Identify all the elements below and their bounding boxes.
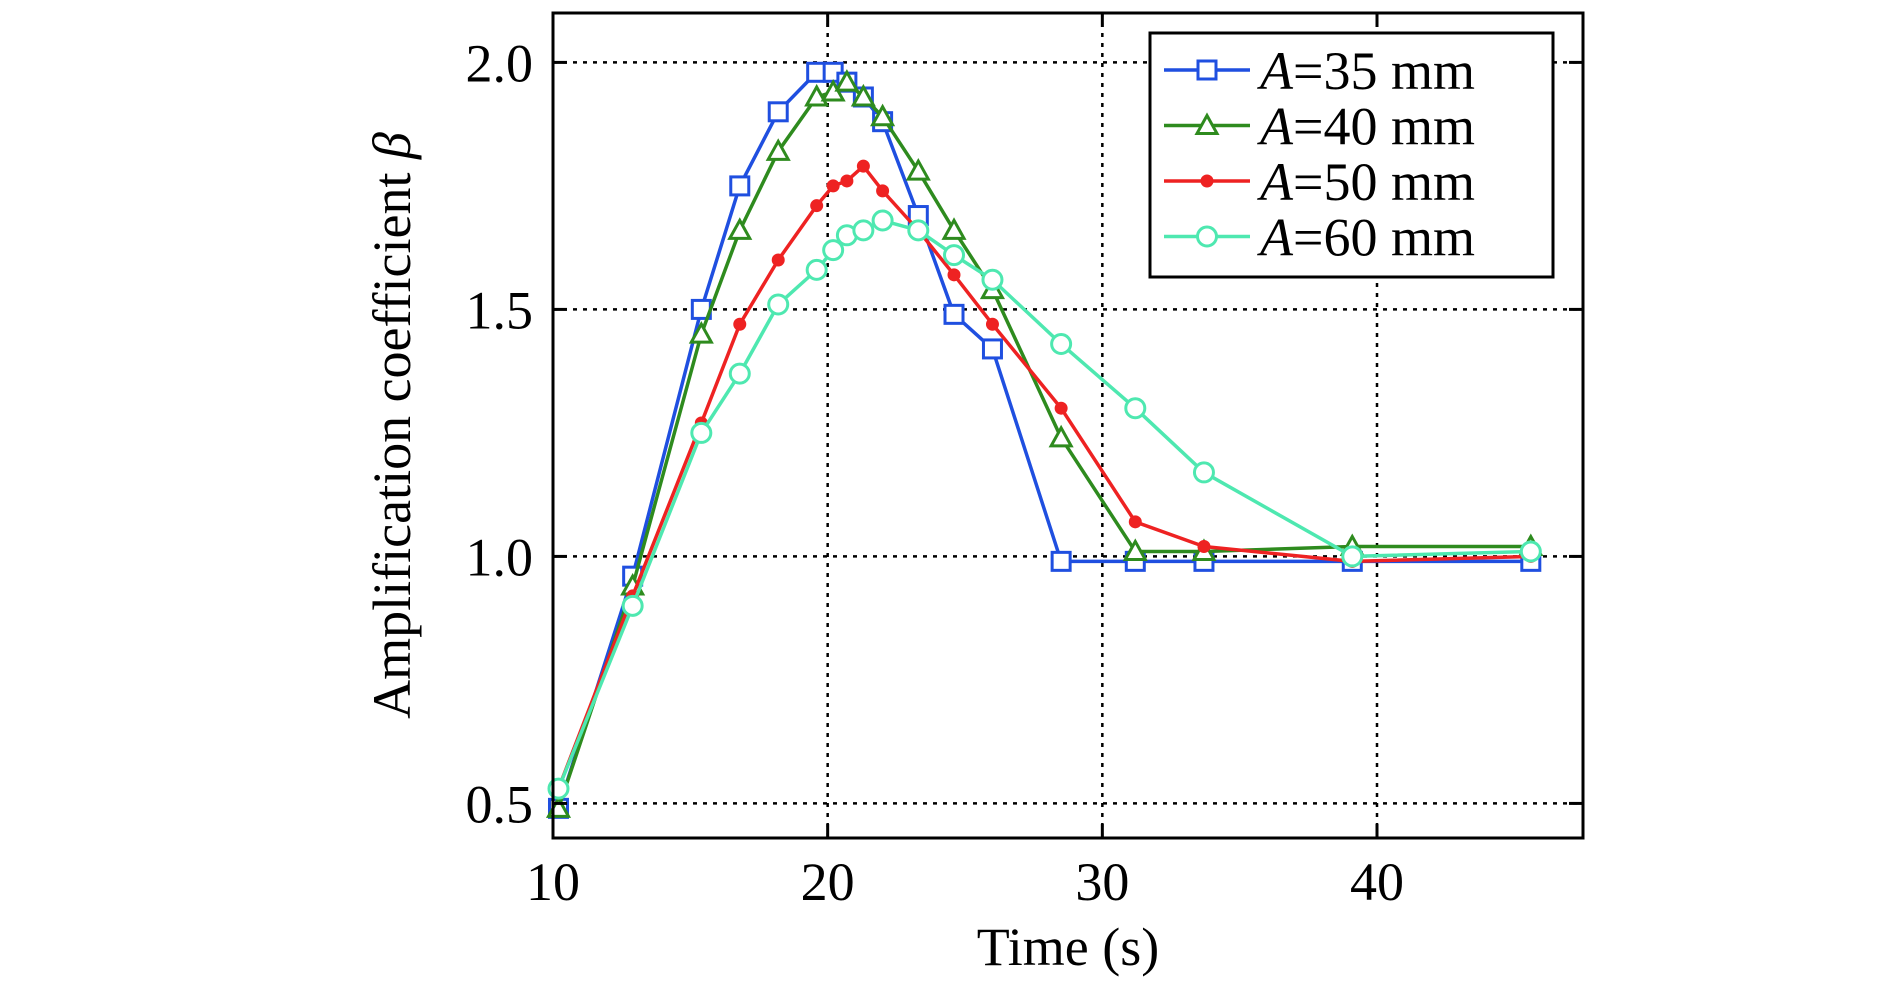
y-tick-label-1: 1.0 [466, 527, 534, 587]
series-1-point-14 [1122, 538, 1148, 561]
y-tick-label-0: 0.5 [466, 774, 534, 834]
series-2-point-5 [810, 199, 824, 213]
series-2-point-4 [771, 253, 785, 267]
series-1-point-11 [941, 217, 967, 240]
series-3-point-8 [852, 219, 875, 242]
series-0-point-13 [1050, 550, 1072, 572]
y-tick-label-2: 1.5 [466, 280, 534, 340]
series-2-point-13 [1054, 401, 1068, 415]
series-2-point-9 [876, 184, 890, 198]
series-2-point-7 [840, 174, 854, 188]
plot-frame [551, 11, 1585, 840]
series-3-point-16 [1341, 545, 1364, 568]
series-2-point-6 [826, 179, 840, 193]
y-axis-title: Amplification coefficient β [362, 132, 422, 719]
x-tick-label-1: 20 [801, 852, 855, 912]
legend-item-0: A=35 mm [1164, 41, 1475, 101]
legend: A=35 mmA=40 mmA=50 mmA=60 mm [1148, 31, 1555, 279]
legend-item-2: A=50 mm [1164, 152, 1475, 212]
series-3-point-1 [621, 594, 644, 617]
series-1-point-2 [688, 321, 714, 344]
series-3-point-5 [805, 258, 828, 281]
series-1-point-13 [1048, 424, 1074, 448]
series-0-point-3 [729, 175, 751, 197]
series-0-point-4 [767, 101, 789, 123]
series-0-point-12 [981, 338, 1003, 360]
series-layer [545, 61, 1544, 819]
legend-label-rest-3: =60 mm [1293, 208, 1475, 268]
series-1-line [556, 80, 1531, 809]
series-3-point-9 [871, 209, 894, 232]
series-3-point-10 [907, 219, 930, 242]
legend-label-0: A=35 mm [1257, 41, 1475, 101]
legend-marker-0 [1196, 59, 1218, 81]
legend-label-rest-2: =50 mm [1293, 152, 1475, 212]
legend-item-1: A=40 mm [1164, 97, 1475, 157]
series-2-point-3 [733, 317, 747, 331]
series-2-point-12 [985, 317, 999, 331]
legend-label-2: A=50 mm [1257, 152, 1475, 212]
legend-label-var-2: A [1257, 152, 1294, 212]
series-3-point-17 [1519, 540, 1542, 563]
series-3-point-3 [728, 362, 751, 385]
series-3-point-6 [822, 239, 845, 262]
series-3-point-13 [1050, 332, 1073, 355]
series-3-point-2 [690, 421, 713, 444]
series-1 [545, 69, 1544, 818]
legend-label-var-1: A [1257, 97, 1294, 157]
series-2-point-11 [947, 268, 961, 282]
y-axis-title-symbol: β [362, 132, 422, 160]
series-2-point-14 [1128, 515, 1142, 529]
legend-marker-2 [1200, 174, 1214, 188]
series-2-line [556, 164, 1531, 790]
series-1-point-7 [834, 69, 860, 92]
legend-marker-1 [1194, 112, 1220, 135]
series-2-point-15 [1197, 540, 1211, 554]
legend-label-var-3: A [1257, 208, 1294, 268]
series-3 [547, 209, 1542, 800]
legend-marker-3 [1196, 225, 1218, 248]
legend-item-3: A=60 mm [1164, 208, 1475, 268]
x-tick-label-3: 40 [1350, 852, 1404, 912]
series-3-point-11 [943, 244, 966, 267]
series-3-point-15 [1192, 461, 1215, 484]
legend-label-1: A=40 mm [1257, 97, 1475, 157]
series-3-point-12 [981, 268, 1004, 291]
series-1-point-9 [870, 103, 896, 127]
legend-label-3: A=60 mm [1257, 208, 1475, 268]
series-1-point-3 [727, 217, 753, 240]
legend-label-rest-1: =40 mm [1293, 97, 1475, 157]
x-axis-title: Time (s) [977, 917, 1160, 977]
series-3-point-4 [767, 293, 790, 316]
x-tick-label-2: 30 [1075, 852, 1129, 912]
series-1-point-8 [850, 83, 876, 107]
y-axis-title-text: Amplification coefficient [362, 159, 422, 719]
x-tick-label-0: 10 [526, 852, 580, 912]
series-2-point-8 [856, 159, 870, 173]
ticks-layer: 10 20 30 40 0.5 1.0 1.5 2.0 [466, 13, 1583, 912]
series-1-point-4 [765, 138, 791, 161]
legend-label-var-0: A [1257, 41, 1294, 101]
series-1-point-10 [905, 157, 931, 181]
legend-label-rest-0: =35 mm [1293, 41, 1475, 101]
series-0-point-11 [943, 303, 965, 325]
y-tick-label-3: 2.0 [466, 33, 534, 93]
series-3-point-14 [1124, 397, 1147, 420]
